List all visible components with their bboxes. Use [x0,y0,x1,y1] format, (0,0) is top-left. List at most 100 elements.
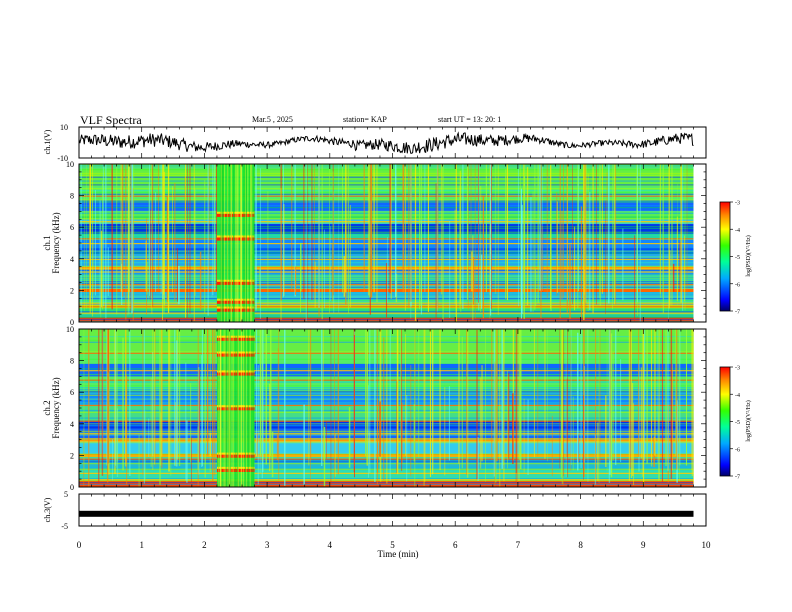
spectrogram-stripe [79,172,694,175]
spectrogram-streak [218,329,220,487]
spectrogram-streak [174,182,176,302]
spectrogram-streak [303,164,305,300]
spectrogram-streak [158,164,159,291]
spectrogram-streak [212,164,214,296]
spectrogram-streak [170,329,172,476]
spectrogram-streak [633,403,635,486]
spectrogram-streak [672,263,675,292]
spectrogram-streak [148,418,150,457]
spectrogram-streak [520,329,522,470]
spectrogram-streak [542,226,544,292]
ch2-colorbar [719,366,731,477]
colorbar-tick-label: -3 [735,201,740,207]
spectrogram-streak [651,329,653,463]
spectrogram-streak [92,164,93,317]
spectrogram-streak [348,164,349,314]
y-tick-label: 6 [70,388,74,397]
spectrogram-streak [629,329,631,468]
ch1-ytick-top: 10 [60,123,68,132]
spectrogram-streak [609,329,611,461]
spectrogram-streak [542,164,543,291]
spectrogram-streak [612,352,614,461]
spectrogram-streak [322,329,324,462]
spectrogram-streak [676,216,678,301]
spectrogram-stripe [79,339,694,342]
spectrogram-streak [584,269,586,295]
ch3-waveform-panel: 5 -5 ch.3(V) [43,490,707,531]
spectrogram-streak [220,164,222,322]
spectrogram-streak [83,329,85,471]
spectrogram-streak [499,329,501,487]
spectrogram-streak [184,176,186,302]
figure-title: VLF Spectra [80,113,142,127]
spectrogram-stripe [79,381,694,383]
spectrogram-streak [367,164,370,296]
spectrogram-streak [376,164,378,303]
spectrogram-stripe [79,256,694,258]
spectrogram-streak [88,329,90,487]
spectrogram-streak [149,209,151,300]
spectrogram-streak [566,378,568,458]
spectrogram-streak [424,329,426,482]
spectrogram-streak [334,329,335,480]
spectrogram-streak [284,329,286,486]
spectrogram-line [79,258,694,260]
spectrogram-streak [229,329,231,487]
spectrogram-streak [376,398,379,473]
spectrogram-streak [102,164,104,307]
spectrogram-streak [227,164,229,322]
spectrogram-streak [386,237,388,303]
spectrogram-streak [502,329,505,465]
x-tick-label: 5 [390,540,395,550]
spectrogram-stripe [79,165,694,167]
spectrogram-streak [268,383,271,472]
spectrogram-streak [252,329,254,487]
spectrogram-streak [395,164,397,298]
spectrogram-streak [160,412,162,466]
spectrogram-streak [672,364,673,471]
spectrogram-streak [308,329,310,466]
spectrogram-streak [432,329,434,474]
spectrogram-streak [474,164,476,319]
spectrogram-streak [227,329,229,487]
spectrogram-streak [685,329,688,466]
spectrogram-stripe [79,235,694,237]
spectrogram-streak [662,165,663,298]
spectrogram-streak [550,191,552,312]
spectrogram-streak [294,266,297,295]
spectrogram-streak [414,329,416,466]
spectrogram-stripe [79,462,694,465]
spectrogram-streak [107,247,109,296]
y-tick-label: 6 [70,223,74,232]
spectrogram-streak [518,329,520,482]
spectrogram-stripe [79,167,694,169]
spectrogram-streak [390,164,392,299]
spectrogram-stripe [79,478,694,480]
spectrogram-streak [410,164,412,307]
ch3-ytick-top: 5 [64,490,68,499]
spectrogram-streak [597,422,599,482]
spectrogram-stripe [79,466,694,469]
spectrogram-stripe [79,385,694,387]
spectrogram-streak [194,189,196,296]
spectrogram-stripe [79,368,694,370]
spectrogram-streak [240,329,242,487]
spectrogram-streak [154,329,156,465]
spectrogram-stripe [79,442,694,444]
spectrogram-streak [520,164,521,306]
spectrogram-streak [537,164,539,304]
x-axis-ticks [78,127,707,526]
ch1-waveform-ylabel: ch.1(V) [43,129,52,154]
spectrogram-streak [429,329,431,477]
spectrogram-streak [436,164,439,310]
spectrogram-streak [105,164,107,311]
spectrogram-streak [120,164,122,292]
spectrogram-streak [294,164,296,297]
spectrogram-stripe [79,320,694,322]
ch2-colorbar-label: log(PSD)(V²/Hz) [745,400,752,441]
spectrogram-stripe [79,387,694,389]
spectrogram-streak [114,329,117,466]
spectrogram-streak [679,242,681,292]
spectrogram-streak [214,164,216,292]
